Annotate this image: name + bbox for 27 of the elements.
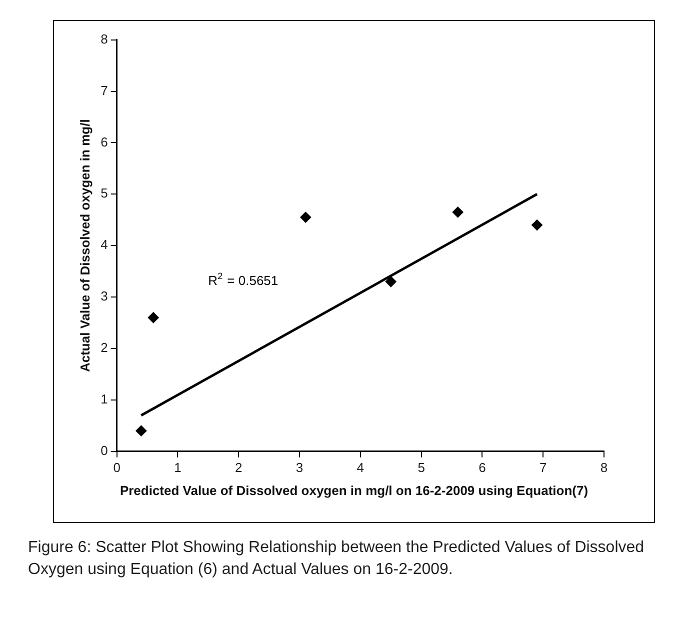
x-tick-label: 1: [174, 460, 182, 475]
point: [385, 276, 396, 288]
y-tick-label: 1: [100, 392, 108, 407]
x-tick-label: 2: [235, 460, 242, 475]
caption: Figure 6: Scatter Plot Showing Relationship between the Predicted Values of Dissolved Oxygen using Equation (6) and Actual Values on 16-2-2009.: [28, 538, 646, 580]
x-tick-label: 6: [478, 460, 486, 475]
x-tick-label: 3: [296, 460, 304, 475]
y-axis-title: Actual Value of Dissolved oxygen in mg/l: [77, 119, 92, 372]
x-axis-title: Predicted Value of Dissolved oxygen in mg/l on 16-2-2009 using Equation(7): [118, 482, 590, 498]
point: [532, 220, 543, 231]
y-tick-label: 5: [100, 186, 108, 201]
x-tick-label: 8: [600, 460, 608, 475]
y-tick-label: 6: [100, 134, 108, 150]
y-tick-label: 2: [100, 340, 108, 356]
x-tick-label: 7: [539, 460, 547, 475]
point: [452, 206, 464, 218]
point: [136, 425, 147, 436]
y-tick-label: 7: [100, 82, 108, 98]
point: [148, 312, 159, 324]
x-tick-label: 5: [418, 460, 425, 475]
x-tick-label: 4: [356, 460, 364, 475]
y-tick-label: 4: [100, 237, 108, 252]
y-tick-label: 8: [100, 31, 108, 46]
y-tick-label: 0: [100, 442, 108, 458]
x-tick-label: 0: [113, 460, 120, 475]
y-tick-label: 3: [100, 288, 108, 304]
point: [300, 212, 312, 223]
